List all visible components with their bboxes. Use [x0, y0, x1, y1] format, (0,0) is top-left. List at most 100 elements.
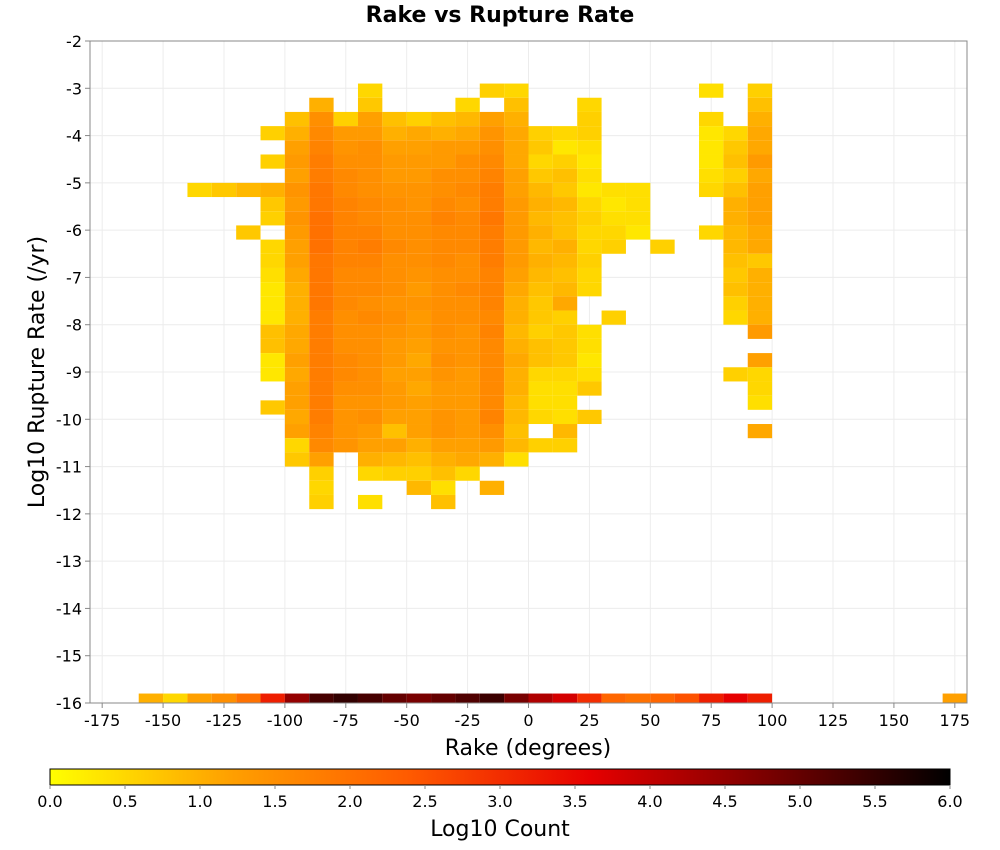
- heatmap-cell-161: [357, 211, 383, 226]
- heatmap-cell-381: [333, 409, 358, 425]
- heatmap-cell-375: [528, 395, 553, 410]
- heatmap-cell-338: [333, 367, 358, 382]
- heatmap-cell-99: [723, 154, 748, 169]
- heatmap-cell-263: [333, 296, 358, 311]
- heatmap-cell-212: [260, 253, 285, 268]
- heatmap-cell-58: [431, 126, 456, 141]
- heatmap-cell-427: [382, 466, 407, 481]
- heatmap-cell-279: [357, 310, 383, 325]
- heatmap-cell-123: [333, 182, 358, 198]
- heatmap-cell-351: [284, 381, 310, 396]
- heatmap-cell-49: [699, 111, 724, 127]
- y-tick-label-5: -7: [66, 268, 82, 287]
- y-tick-label-6: -8: [66, 316, 82, 335]
- heatmap-cell-433: [431, 480, 456, 495]
- heatmap-cell-180: [382, 225, 407, 240]
- heatmap-cell-40: [333, 111, 358, 127]
- heatmap-cell-192: [723, 225, 748, 240]
- heatmap-cell-371: [431, 395, 456, 410]
- heatmap-cell-83: [747, 140, 773, 155]
- heatmap-cell-110: [504, 168, 529, 183]
- heatmap-cell-169: [552, 211, 578, 226]
- heatmap-cell-144: [382, 197, 407, 212]
- heatmap-cell-394: [333, 424, 358, 439]
- heatmap-cell-390: [552, 409, 578, 425]
- y-tick-label-7: -9: [66, 363, 82, 382]
- heatmap-cell-44: [431, 111, 456, 127]
- heatmap-cell-26: [942, 693, 967, 703]
- heatmap-cell-149: [504, 197, 529, 212]
- heatmap-cell-29: [504, 83, 529, 98]
- heatmap-cell-24: [723, 693, 748, 703]
- heatmap-cell-18: [577, 693, 602, 703]
- x-tick-label-5: -50: [394, 711, 420, 730]
- x-tick-label-14: 175: [940, 711, 971, 730]
- heatmap-cell-269: [479, 296, 505, 311]
- heatmap-cell-418: [357, 452, 383, 467]
- heatmap-cell-437: [431, 494, 456, 510]
- heatmap-cell-281: [406, 310, 432, 325]
- heatmap-cell-291: [260, 324, 285, 339]
- heatmap-cell-310: [357, 338, 383, 354]
- heatmap-cell-430: [455, 466, 480, 481]
- heatmap-cell-417: [309, 452, 334, 467]
- heatmap-cell-299: [455, 324, 480, 339]
- heatmap-cell-47: [504, 111, 529, 127]
- heatmap-cell-84: [260, 154, 285, 169]
- heatmap-cell-181: [406, 225, 432, 240]
- heatmap-cell-356: [406, 381, 432, 396]
- heatmap-cell-259: [747, 282, 773, 297]
- y-tick-label-8: -10: [56, 410, 82, 429]
- heatmap-cells: [138, 83, 967, 703]
- heatmap-cell-67: [747, 126, 773, 141]
- heatmap-cell-168: [528, 211, 553, 226]
- heatmap-cell-410: [431, 438, 456, 453]
- heatmap-cell-316: [504, 338, 529, 354]
- heatmap-cell-70: [333, 140, 358, 155]
- heatmap-cell-105: [382, 168, 407, 183]
- heatmap-cell-313: [431, 338, 456, 354]
- heatmap-cell-393: [309, 424, 334, 439]
- heatmap-cell-202: [455, 239, 480, 254]
- heatmap-cell-50: [747, 111, 773, 127]
- heatmap-cell-41: [357, 111, 383, 127]
- heatmap-cell-370: [406, 395, 432, 410]
- heatmap-cell-6: [284, 693, 310, 703]
- heatmap-cell-324: [357, 353, 383, 368]
- heatmap-cell-52: [284, 126, 310, 141]
- heatmap-cell-55: [357, 126, 383, 141]
- heatmap-cell-383: [382, 409, 407, 425]
- heatmap-cell-9: [357, 693, 383, 703]
- x-tick-label-10: 75: [701, 711, 721, 730]
- heatmap-cell-186: [528, 225, 553, 240]
- colorbar-tick-label-5: 2.5: [412, 792, 437, 811]
- heatmap-cell-354: [357, 381, 383, 396]
- heatmap-cell-68: [284, 140, 310, 155]
- heatmap-cell-104: [357, 168, 383, 183]
- heatmap-cell-413: [504, 438, 529, 453]
- heatmap-cell-14: [479, 693, 505, 703]
- heatmap-cell-226: [723, 253, 748, 268]
- heatmap-cell-185: [504, 225, 529, 240]
- heatmap-cell-157: [260, 211, 285, 226]
- heatmap-cell-211: [747, 239, 773, 254]
- heatmap-cell-215: [333, 253, 358, 268]
- heatmap-cell-387: [479, 409, 505, 425]
- heatmap-cell-247: [333, 282, 358, 297]
- heatmap-cell-199: [382, 239, 407, 254]
- y-tick-label-9: -11: [56, 458, 82, 477]
- heatmap-cell-386: [455, 409, 480, 425]
- heatmap-cell-20: [625, 693, 651, 703]
- heatmap-cell-5: [260, 693, 285, 703]
- heatmap-cell-35: [504, 97, 529, 112]
- heatmap-cell-134: [601, 182, 626, 198]
- heatmap-cell-323: [333, 353, 358, 368]
- x-axis-label: Rake (degrees): [445, 736, 612, 761]
- heatmap-cell-382: [357, 409, 383, 425]
- heatmap-cell-397: [406, 424, 432, 439]
- heatmap-cell-150: [528, 197, 553, 212]
- heatmap-cell-165: [455, 211, 480, 226]
- heatmap-cell-78: [528, 140, 553, 155]
- heatmap-cell-154: [625, 197, 651, 212]
